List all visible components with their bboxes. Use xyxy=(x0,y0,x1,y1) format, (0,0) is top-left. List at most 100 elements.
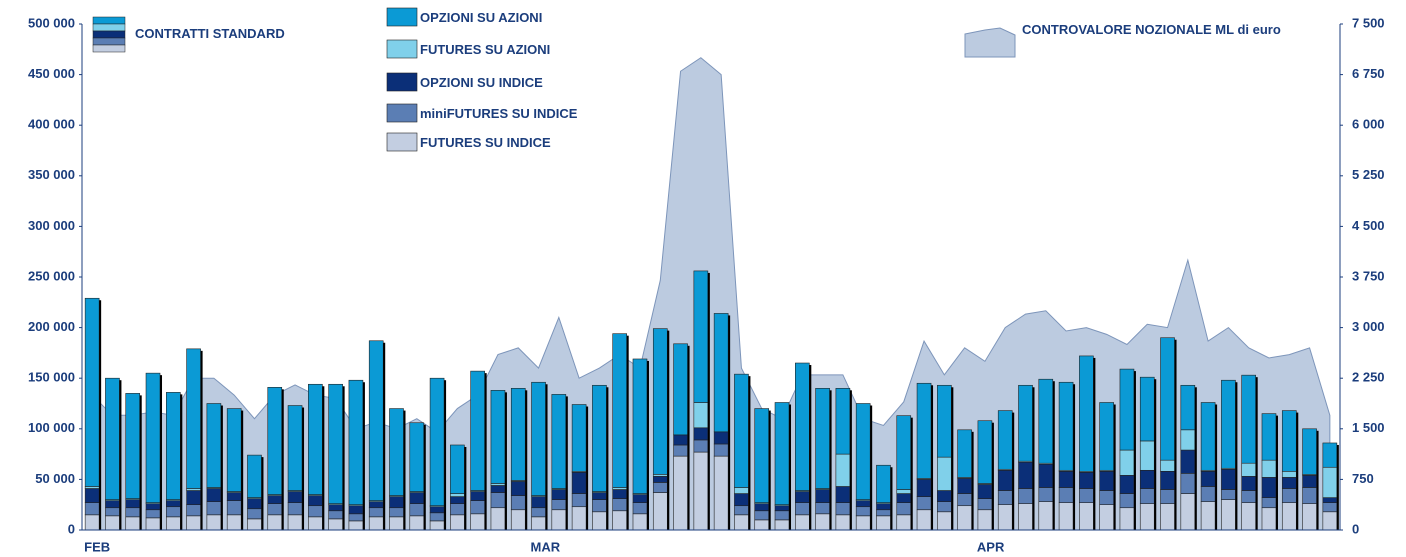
bar-segment xyxy=(247,518,262,531)
y-tick-label: 500 000 xyxy=(28,15,75,30)
bar-shadow xyxy=(423,424,426,530)
y2-tick-label: 2 250 xyxy=(1352,370,1385,385)
bar-shadow xyxy=(991,422,994,530)
bar-segment xyxy=(835,388,851,455)
bar-shadow xyxy=(362,382,365,530)
bar-segment xyxy=(166,500,181,508)
bar-segment xyxy=(693,427,709,441)
bar-segment xyxy=(186,504,201,517)
bar-segment xyxy=(1038,378,1054,464)
bar-segment xyxy=(1180,429,1196,451)
bar-segment xyxy=(977,498,993,511)
bar-segment xyxy=(287,502,303,516)
bar-segment xyxy=(328,383,343,504)
bar-segment xyxy=(734,505,749,516)
bar-segment xyxy=(997,469,1013,491)
bar-shadow xyxy=(707,272,710,530)
bar-segment xyxy=(571,506,587,531)
bar-segment xyxy=(450,496,465,504)
bar-segment xyxy=(673,455,688,531)
bar-segment xyxy=(1058,381,1074,471)
bar-segment xyxy=(1221,489,1236,500)
bar-segment xyxy=(470,370,485,491)
bar-shadow xyxy=(748,376,751,530)
bar-segment xyxy=(1221,468,1236,490)
bar-segment xyxy=(612,487,627,490)
legend-icon xyxy=(92,23,126,32)
legend-label: FUTURES SU INDICE xyxy=(420,135,551,150)
bar-segment xyxy=(1180,384,1196,431)
bar-segment xyxy=(612,498,627,512)
bar-segment xyxy=(754,408,770,503)
bar-segment xyxy=(1038,487,1054,502)
bar-shadow xyxy=(951,387,954,530)
bar-segment xyxy=(1079,472,1094,489)
bar-shadow xyxy=(971,431,974,530)
bar-shadow xyxy=(1296,412,1299,530)
bar-segment xyxy=(734,493,749,507)
bar-segment xyxy=(1322,497,1338,503)
bar-segment xyxy=(287,514,303,531)
bar-segment xyxy=(1038,463,1054,488)
bar-segment xyxy=(571,472,587,494)
bar-shadow xyxy=(586,406,589,530)
bar-segment xyxy=(1139,488,1155,504)
bar-segment xyxy=(835,502,851,516)
bar-segment xyxy=(734,373,749,488)
bar-shadow xyxy=(565,396,568,530)
bar-segment xyxy=(937,490,952,502)
bar-segment xyxy=(876,503,891,511)
bar-segment xyxy=(247,508,262,520)
bar-segment xyxy=(1302,487,1317,504)
bar-shadow xyxy=(829,390,832,530)
bar-segment xyxy=(693,270,709,403)
bar-segment xyxy=(105,377,120,500)
bar-segment xyxy=(1119,449,1135,476)
y2-tick-label: 5 250 xyxy=(1352,167,1385,182)
bar-segment xyxy=(1058,487,1074,503)
y2-tick-label: 750 xyxy=(1352,471,1374,486)
bar-segment xyxy=(1099,471,1114,491)
bar-segment xyxy=(308,383,323,495)
bar-segment xyxy=(247,454,262,498)
bar-segment xyxy=(754,519,770,531)
bar-segment xyxy=(389,496,404,509)
bar-segment xyxy=(226,514,242,531)
bar-segment xyxy=(652,482,668,493)
bar-segment xyxy=(1119,475,1135,494)
bar-segment xyxy=(876,509,891,517)
bar-shadow xyxy=(1316,430,1319,530)
bar-shadow xyxy=(1012,412,1015,530)
bar-segment xyxy=(673,343,688,436)
bar-segment xyxy=(166,516,181,531)
bar-segment xyxy=(612,510,627,531)
bar-segment xyxy=(774,510,790,521)
bar-segment xyxy=(510,509,526,531)
bar-segment xyxy=(429,506,445,514)
bar-segment xyxy=(1221,499,1236,531)
bar-segment xyxy=(977,420,993,484)
bar-shadow xyxy=(1336,444,1339,530)
bar-segment xyxy=(1200,471,1216,487)
bar-segment xyxy=(490,492,506,509)
bar-segment xyxy=(612,333,627,488)
bar-segment xyxy=(774,519,790,531)
legend-swatch xyxy=(386,39,418,59)
bar-segment xyxy=(186,488,201,491)
legend-label: FUTURES SU AZIONI xyxy=(420,42,551,57)
bar-segment xyxy=(896,489,912,494)
bar-segment xyxy=(937,511,952,531)
bar-segment xyxy=(632,358,648,494)
bar-segment xyxy=(774,402,790,506)
bar-segment xyxy=(1180,449,1196,474)
bar-segment xyxy=(1160,459,1175,472)
bar-segment xyxy=(652,476,668,483)
bar-segment xyxy=(551,499,567,511)
bar-segment xyxy=(632,502,648,515)
legend-swatch xyxy=(386,7,418,27)
bar-segment xyxy=(125,499,141,509)
bar-segment xyxy=(551,509,567,531)
bar-segment xyxy=(1261,477,1277,498)
bar-segment xyxy=(1281,410,1297,472)
bar-segment xyxy=(551,489,567,500)
